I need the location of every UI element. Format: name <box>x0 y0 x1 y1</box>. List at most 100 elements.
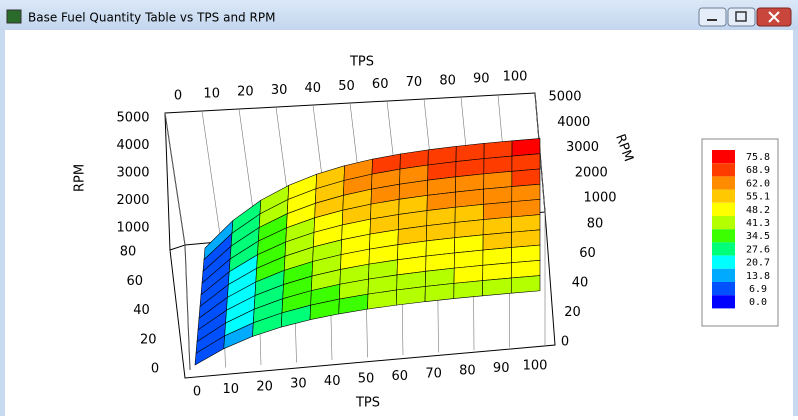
grid-line <box>201 110 222 242</box>
tps-tick-label: 100 <box>503 70 528 85</box>
tps-tick-label: 40 <box>305 81 322 96</box>
z-tick-label: 20 <box>564 305 581 320</box>
surface-cell <box>511 214 541 233</box>
surface-cell <box>483 201 513 220</box>
legend-label: 0.0 <box>749 297 767 308</box>
surface-cell <box>511 244 541 264</box>
title-bar <box>0 0 798 30</box>
legend-swatch <box>712 295 735 309</box>
tps-tick-label: 80 <box>439 73 456 88</box>
tps-tick-label: 10 <box>223 382 240 397</box>
surface-cell <box>511 138 541 157</box>
legend-label: 68.9 <box>746 165 770 176</box>
legend-swatch <box>712 189 735 203</box>
axis-title: RPM <box>73 164 88 192</box>
rpm-tick-label: 1000 <box>116 221 149 236</box>
surface-cell <box>511 259 541 279</box>
surface-cell <box>395 286 426 306</box>
z-tick-label: 20 <box>140 332 157 347</box>
rpm-tick-label: 1000 <box>583 191 616 206</box>
legend-swatch <box>712 268 735 282</box>
legend-label: 55.1 <box>746 192 770 203</box>
close-icon <box>768 11 780 23</box>
tps-tick-label: 90 <box>493 361 510 376</box>
z-tick-label: 60 <box>126 274 143 289</box>
legend-label: 41.3 <box>746 218 770 229</box>
surface-cell <box>482 277 512 297</box>
rpm-tick-label: 4000 <box>557 115 590 130</box>
legend-swatch <box>712 255 735 269</box>
legend-swatch <box>712 282 735 296</box>
tps-tick-label: 100 <box>523 359 548 374</box>
legend-label: 75.8 <box>746 152 770 163</box>
tps-tick-label: 90 <box>473 71 490 86</box>
surface-cell <box>453 280 483 299</box>
surface-cell <box>482 231 512 251</box>
legend-label: 6.9 <box>749 284 767 295</box>
surface-cell <box>483 170 513 190</box>
rpm-tick-label: 3000 <box>566 140 599 155</box>
maximize-icon <box>735 11 747 22</box>
surface-cell <box>424 283 455 302</box>
grid-line <box>164 112 186 246</box>
surface-cell <box>511 183 541 203</box>
legend-swatch <box>712 216 735 230</box>
legend-swatch <box>712 163 735 177</box>
rpm-tick-label: 5000 <box>548 90 581 105</box>
maximize-button[interactable] <box>727 7 756 27</box>
surface-cell <box>511 199 541 218</box>
legend-label: 27.6 <box>746 244 770 255</box>
tps-tick-label: 0 <box>193 385 201 400</box>
legend-swatch <box>712 176 735 190</box>
app-icon <box>6 9 22 24</box>
surface-cell <box>510 275 541 294</box>
surface-cell <box>483 155 513 175</box>
surface-cell <box>482 216 512 236</box>
window-title: Base Fuel Quantity Table vs TPS and RPM <box>28 11 275 25</box>
legend-swatch <box>712 150 735 164</box>
surface-cell <box>483 186 513 205</box>
z-tick-label: 40 <box>133 303 150 318</box>
tps-tick-label: 20 <box>256 379 273 394</box>
z-tick-label: 0 <box>561 335 569 350</box>
rpm-tick-label: 2000 <box>116 193 149 208</box>
surface-cell <box>482 247 512 266</box>
tps-tick-label: 70 <box>406 75 423 90</box>
axis-labels: 0 10 20 30 40 50 60 70 80 90 1000 10 20 30 40 50 60 70 80 9… <box>73 55 636 411</box>
legend-label: 20.7 <box>746 258 770 269</box>
minimize-button[interactable] <box>698 7 727 27</box>
z-tick-label: 80 <box>587 217 604 232</box>
axis-title: TPS <box>355 396 380 411</box>
tps-tick-label: 60 <box>392 369 409 384</box>
tps-tick-label: 10 <box>203 87 220 102</box>
tps-tick-label: 50 <box>358 372 375 387</box>
legend-label: 62.0 <box>746 178 770 189</box>
rpm-tick-label: 5000 <box>116 111 149 126</box>
tps-tick-label: 70 <box>425 366 442 381</box>
z-tick-label: 40 <box>572 276 589 291</box>
tps-tick-label: 60 <box>372 77 389 92</box>
legend-label: 48.2 <box>746 205 770 216</box>
tps-tick-label: 40 <box>324 374 341 389</box>
legend-label: 13.8 <box>746 271 770 282</box>
surface-cell <box>511 168 541 187</box>
legend-label: 34.5 <box>746 231 770 242</box>
legend-swatch <box>712 229 735 243</box>
surface-cell <box>453 264 484 284</box>
legend-swatch <box>712 202 735 216</box>
surface-cell <box>483 140 513 159</box>
z-tick-label: 60 <box>579 246 596 261</box>
tps-tick-label: 20 <box>237 85 254 100</box>
surface <box>194 138 541 366</box>
tps-tick-label: 50 <box>338 79 355 94</box>
axis-title: TPS <box>349 55 374 70</box>
tps-tick-label: 30 <box>290 377 307 392</box>
surface-cell <box>511 153 541 172</box>
tps-tick-label: 0 <box>174 89 182 104</box>
grid-line <box>184 244 191 371</box>
rpm-tick-label: 2000 <box>575 165 608 180</box>
tps-tick-label: 80 <box>459 364 476 379</box>
surface-cell <box>482 262 512 281</box>
rpm-tick-label: 4000 <box>116 138 149 153</box>
